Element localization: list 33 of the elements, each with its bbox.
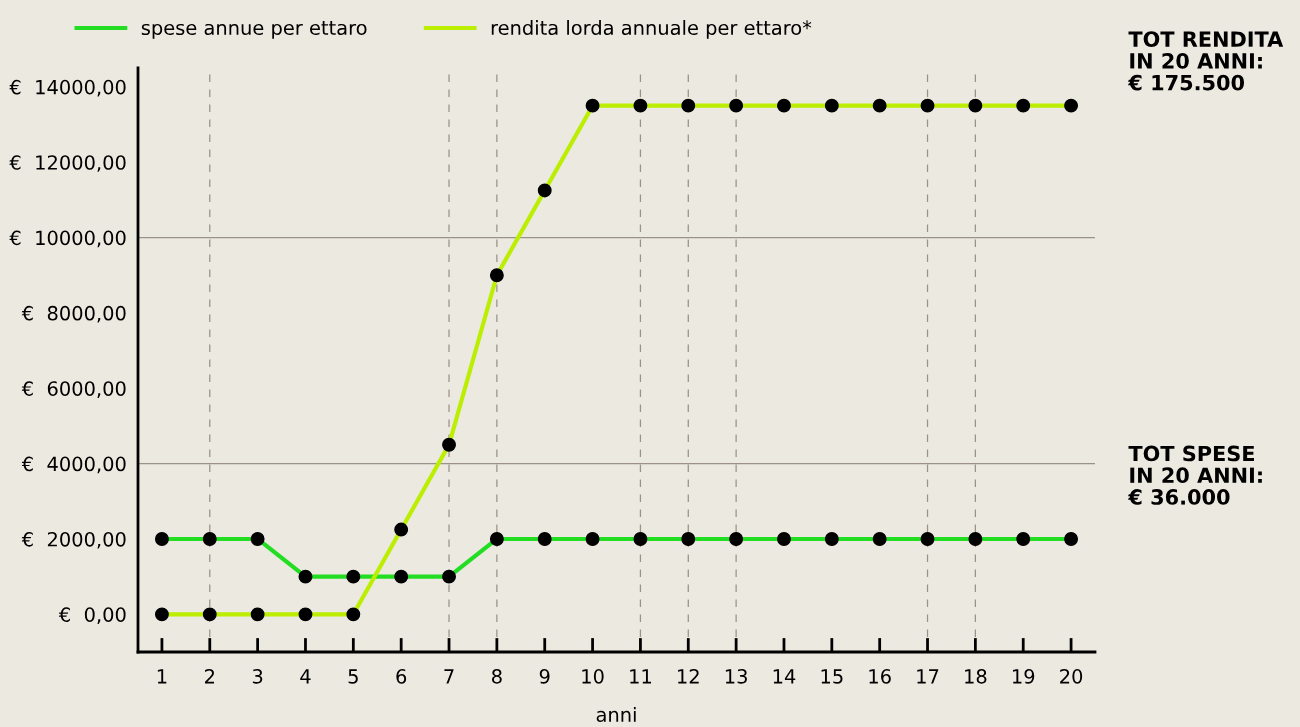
x-tick-label: 2 xyxy=(205,669,215,684)
y-tick-label: € 4000,00 xyxy=(21,456,126,474)
x-tick-label: 13 xyxy=(725,669,747,684)
legend-label: rendita lorda annuale per ettaro* xyxy=(491,20,812,39)
x-tick-label: 12 xyxy=(678,669,699,684)
x-tick-label: 18 xyxy=(965,669,987,684)
text: TOT SPESE IN 20 ANNI: € 36.000 xyxy=(1128,445,1262,505)
x-tick-label: 3 xyxy=(252,669,263,684)
y-tick-label: € 12000,00 xyxy=(9,155,126,172)
x-tick-label: 10 xyxy=(582,669,604,684)
x-tick-label: 15 xyxy=(821,669,843,684)
x-tick-label: 14 xyxy=(773,669,796,684)
y-tick-label: € 14000,00 xyxy=(9,79,126,97)
x-tick-label: 5 xyxy=(348,669,358,684)
x-tick-label: 20 xyxy=(1060,669,1083,684)
y-tick-label: € 6000,00 xyxy=(21,381,126,398)
x-tick-label: 17 xyxy=(917,669,939,684)
y-tick-label: € 10000,00 xyxy=(9,230,126,248)
x-tick-label: 7 xyxy=(444,669,454,684)
x-tick-label: 11 xyxy=(630,669,651,684)
x-axis-title: anni xyxy=(596,706,636,722)
y-tick-label: € 0,00 xyxy=(58,607,126,624)
text: TOT RENDITA IN 20 ANNI: € 175.500 xyxy=(1128,31,1284,91)
x-tick-label: 4 xyxy=(300,669,311,684)
y-tick-label: € 8000,00 xyxy=(21,305,126,323)
x-tick-label: 16 xyxy=(869,669,891,684)
x-tick-label: 1 xyxy=(157,669,167,684)
x-tick-label: 9 xyxy=(539,669,550,684)
y-tick-label: € 2000,00 xyxy=(21,531,126,549)
x-tick-label: 19 xyxy=(1012,669,1035,684)
x-tick-label: 8 xyxy=(492,669,502,684)
x-tick-label: 6 xyxy=(396,669,407,684)
legend-label: spese annue per ettaro xyxy=(141,21,367,39)
